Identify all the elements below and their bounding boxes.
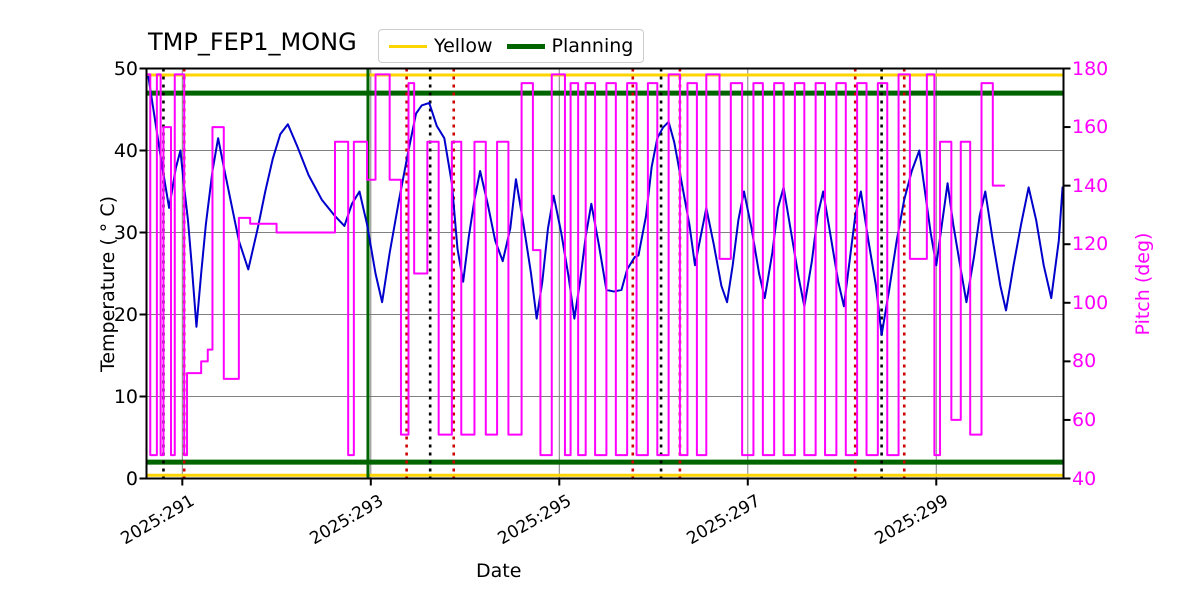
legend-label-yellow: Yellow — [434, 35, 493, 57]
legend-swatch-yellow-icon — [389, 44, 427, 48]
legend-label-planning: Planning — [551, 35, 634, 57]
x-axis-label: Date — [476, 560, 522, 582]
y-tick-label-right: 40 — [1072, 467, 1097, 490]
page-title: TMP_FEP1_MONG — [148, 28, 357, 56]
y-tick-label-left: 20 — [113, 303, 138, 326]
event-marker-lines-group — [162, 68, 906, 479]
y-tick-label-left: 50 — [113, 57, 138, 80]
y-tick-label-right: 180 — [1072, 57, 1109, 80]
legend-swatch-planning-icon — [506, 43, 545, 49]
y-tick-label-left: 30 — [113, 221, 138, 244]
y-tick-label-right: 80 — [1072, 350, 1097, 373]
axis-ticks-group — [139, 67, 1071, 486]
plot-frame — [145, 67, 1065, 480]
y-tick-label-right: 140 — [1072, 174, 1109, 197]
y-tick-label-right: 60 — [1072, 408, 1097, 431]
y-tick-label-left: 10 — [113, 385, 138, 408]
legend-entry-planning: Planning — [506, 35, 634, 57]
y-tick-label-left: 0 — [125, 467, 138, 490]
series-line-temperature — [147, 75, 1064, 336]
data-series-group — [146, 73, 1064, 457]
y-axis-label-left: Temperature ( ° C) — [97, 195, 119, 373]
y-axis-label-right: Pitch (deg) — [1132, 232, 1154, 336]
legend-entry-yellow: Yellow — [389, 35, 493, 57]
series-line-pitch — [146, 73, 1006, 457]
y-tick-label-right: 120 — [1072, 233, 1109, 256]
y-tick-label-right: 100 — [1072, 291, 1109, 314]
y-tick-label-right: 160 — [1072, 116, 1109, 139]
y-tick-label-left: 40 — [113, 139, 138, 162]
chart-legend: Yellow Planning — [378, 29, 645, 63]
